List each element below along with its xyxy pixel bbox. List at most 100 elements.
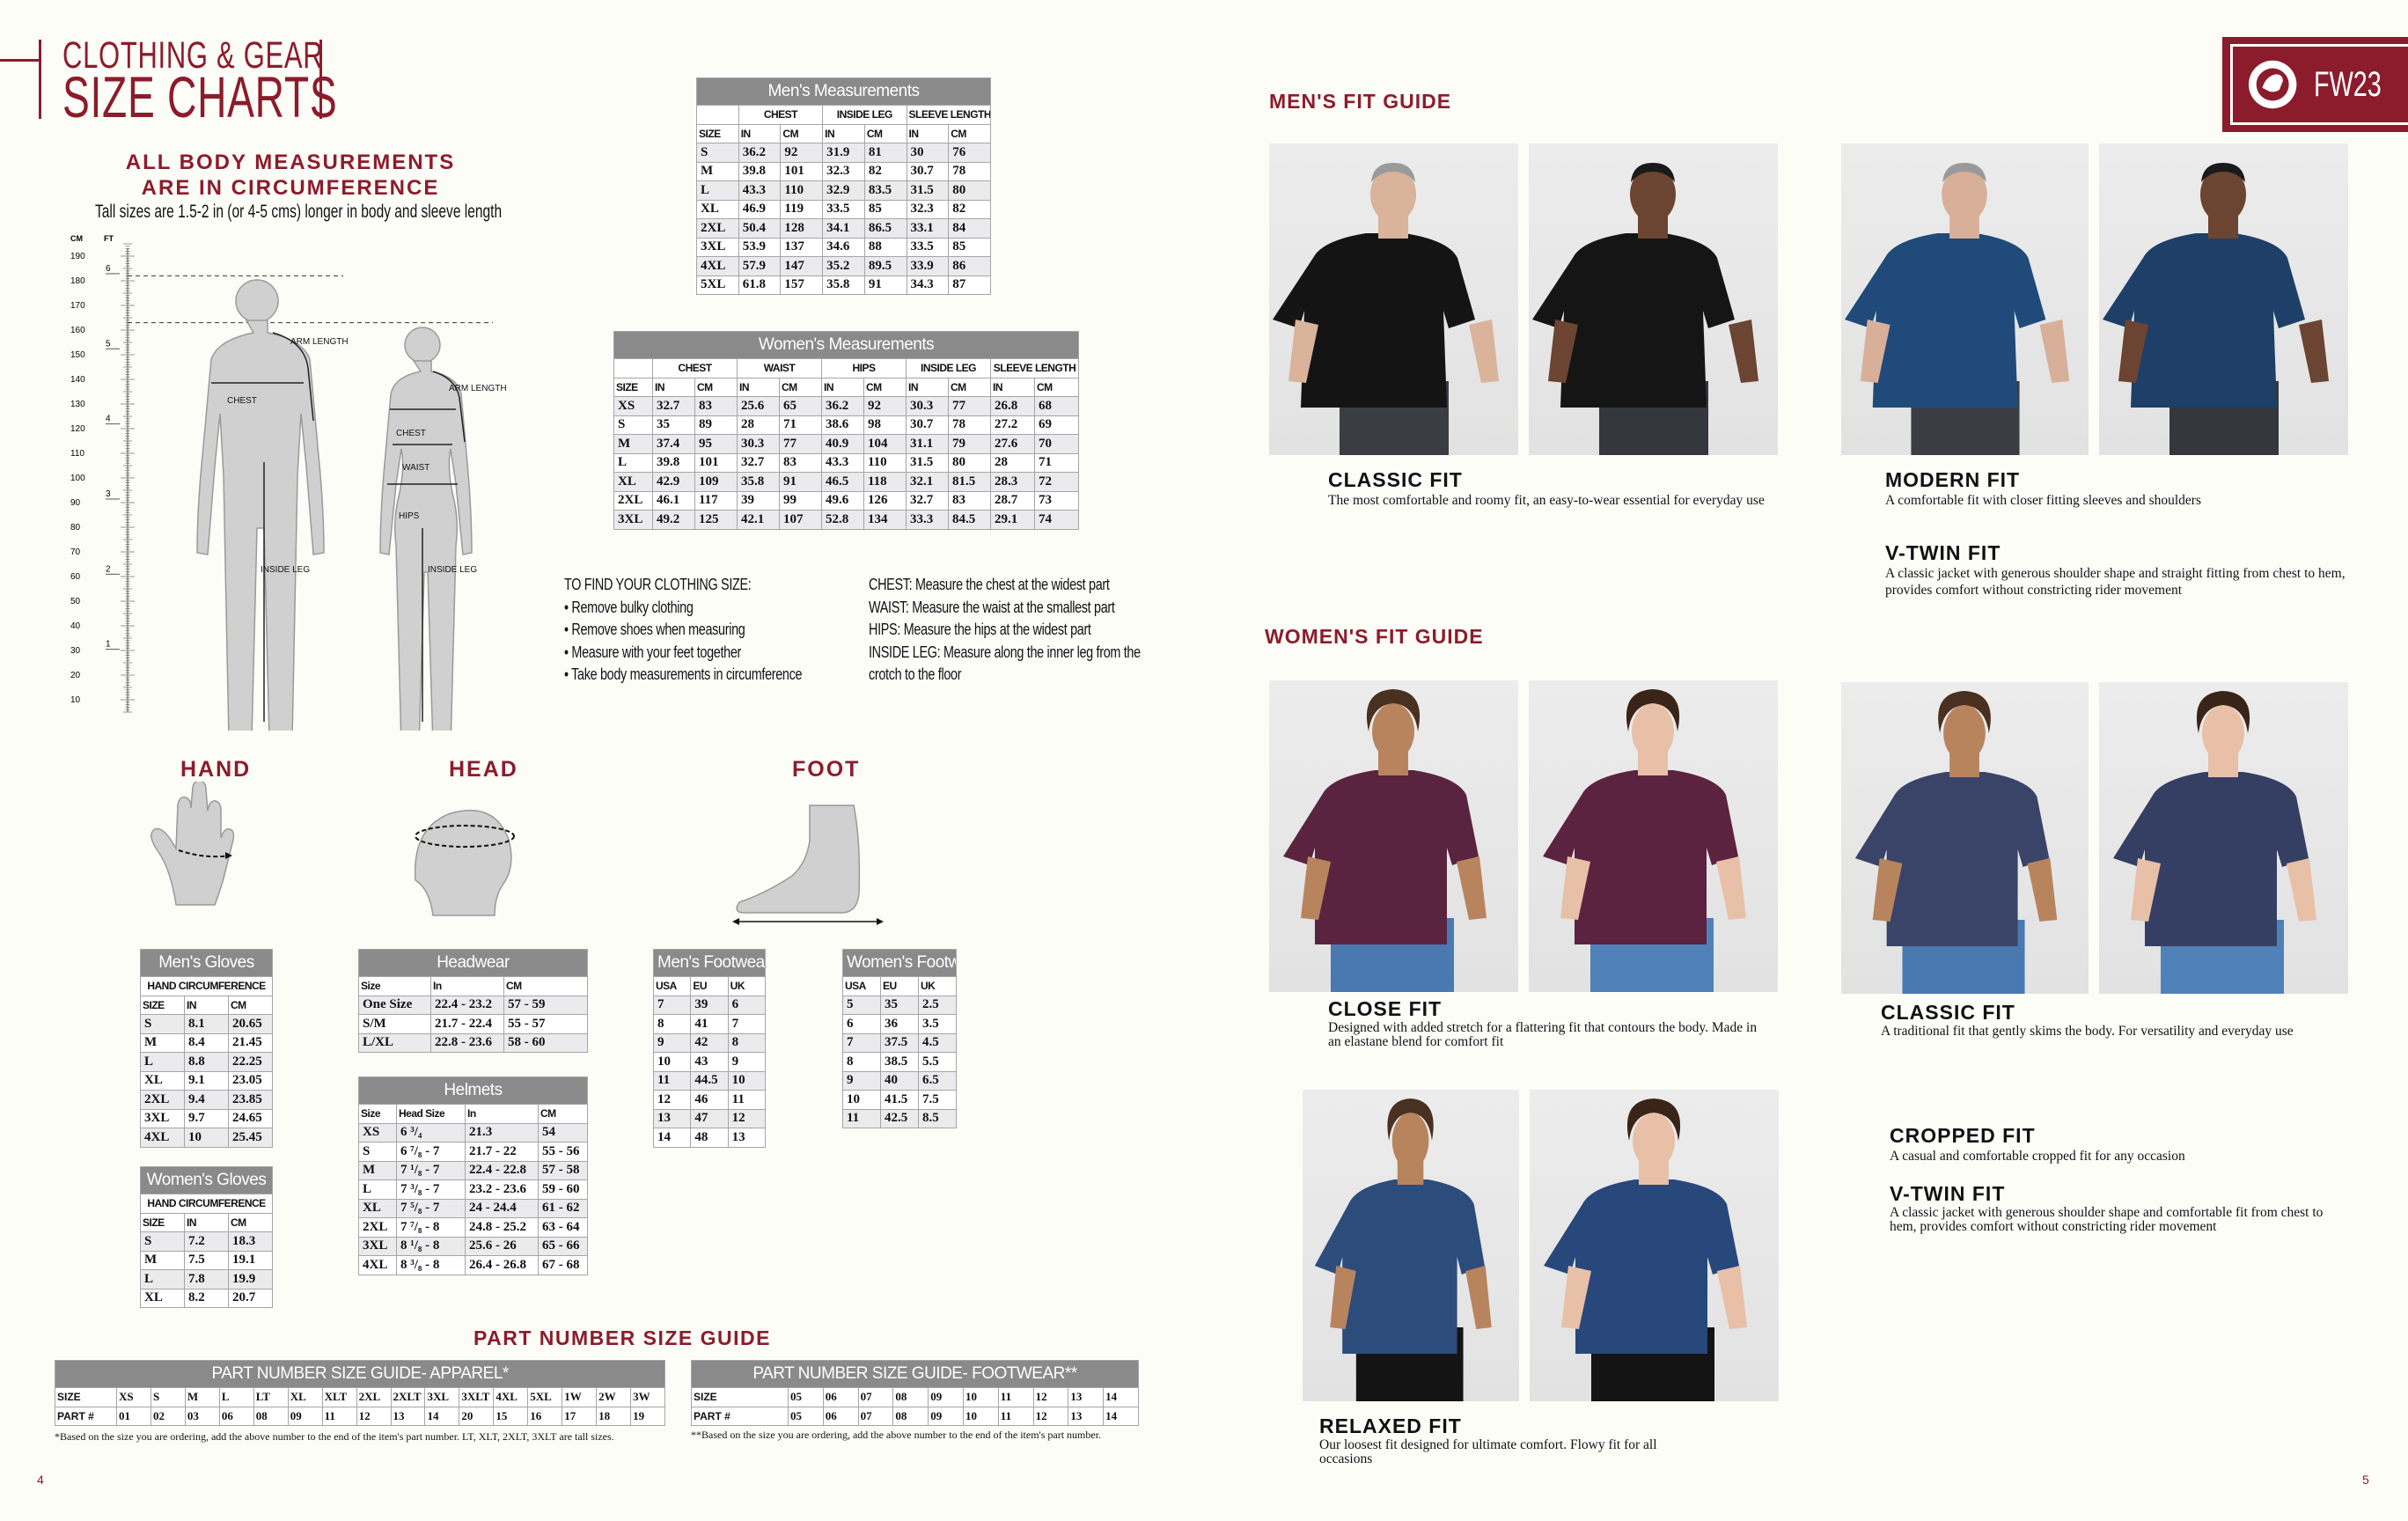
womens-fit-guide-heading: WOMEN'S FIT GUIDE bbox=[1265, 625, 1484, 648]
size-table: Men's Gloves HAND CIRCUMFERENCE SIZE IN CM S 8… bbox=[140, 949, 273, 1148]
height-ruler: CM FT190180170160150140130120110100908070… bbox=[70, 234, 493, 713]
model-figure bbox=[1283, 689, 1487, 992]
table-cell: 2XL bbox=[140, 1090, 185, 1110]
table-cell: One Size bbox=[358, 995, 431, 1015]
table-cell: 3.5 bbox=[918, 1014, 957, 1034]
page-number-left: 4 bbox=[37, 1473, 44, 1487]
table-cell: 126 bbox=[863, 490, 907, 511]
table-cell: 3XLT bbox=[459, 1387, 495, 1407]
table-cell: L/XL bbox=[358, 1032, 431, 1053]
table-cell: 24 - 24.4 bbox=[465, 1198, 539, 1218]
table-title-row: Men's Footwear bbox=[653, 949, 766, 977]
fit-cropped-women: CROPPED FIT A casual and comfortable crop… bbox=[1890, 1124, 2347, 1165]
circumference-note: ALL BODY MEASUREMENTS ARE IN CIRCUMFEREN… bbox=[114, 150, 466, 201]
table-title: Headwear bbox=[357, 949, 589, 977]
table-cell: 46.5 bbox=[821, 472, 864, 492]
table-cell: 25.6 bbox=[737, 396, 780, 416]
subheading-1: ALL BODY MEASUREMENTS bbox=[125, 151, 456, 174]
table-cell: 22.4 - 22.8 bbox=[465, 1160, 539, 1180]
table-cell: 20.65 bbox=[228, 1014, 273, 1034]
table-cell: 8.1 bbox=[184, 1014, 229, 1034]
headwear-table: Headwear Size In CM One Size 22.4 - 23.2 57 - … bbox=[357, 949, 589, 1053]
table-cell: 57 - 59 bbox=[503, 995, 589, 1015]
column-header: IN bbox=[738, 123, 782, 143]
size-table: Women's FootwearUSAEUUK5352.56363.5737.5… bbox=[842, 949, 957, 1128]
instruction-text: • Remove shoes when measuring bbox=[564, 621, 745, 638]
table-row: M 7.5 19.1 bbox=[140, 1250, 273, 1270]
fit-modern-men: MODERN FIT A comfortable fit with closer … bbox=[1885, 468, 2360, 509]
table-cell: 69 bbox=[1033, 415, 1080, 435]
table-cell: 18.3 bbox=[228, 1231, 273, 1252]
table-title: Helmets bbox=[358, 1076, 588, 1105]
table-title-row: Men's Gloves bbox=[140, 949, 273, 977]
part-apparel-note: *Based on the size you are ordering, add… bbox=[55, 1430, 614, 1443]
column-header: CM bbox=[948, 377, 991, 397]
table-row: S 35 89 28 71 38.6 98 30.7 78 27.2 69 bbox=[613, 415, 1080, 435]
table-cell: 7.8 bbox=[184, 1269, 229, 1290]
table-cell: 30 bbox=[906, 143, 950, 163]
table-cell: 4XL bbox=[696, 256, 739, 276]
table-title: Women's Gloves bbox=[140, 1166, 273, 1194]
table-cell: 128 bbox=[780, 218, 824, 239]
table-cell: 58 - 60 bbox=[503, 1032, 589, 1053]
table-cell: XS bbox=[613, 396, 653, 416]
table-cell: 1W bbox=[562, 1387, 598, 1407]
column-header: IN bbox=[906, 377, 949, 397]
table-cell: 85 bbox=[863, 199, 907, 219]
table-cell: 30.3 bbox=[737, 434, 780, 454]
column-header: CM bbox=[863, 123, 907, 143]
table-row: 6 36 3.5 bbox=[842, 1014, 957, 1034]
table-row: S 7.2 18.3 bbox=[140, 1231, 273, 1252]
ft-label: FT bbox=[104, 234, 114, 243]
table-cell: 35.8 bbox=[737, 472, 780, 492]
table-cell: 84 bbox=[948, 218, 991, 239]
table-cell: 88 bbox=[863, 237, 907, 257]
table-cell: 07 bbox=[857, 1406, 894, 1426]
table-cell: 67 - 68 bbox=[538, 1255, 588, 1275]
table-cell: 7 ³/₈ - 7 bbox=[396, 1179, 466, 1200]
table-cell: 13 bbox=[390, 1406, 426, 1426]
hand-heading: HAND bbox=[180, 757, 252, 782]
table-cell: 12 bbox=[652, 1090, 692, 1110]
table-cell: 55 - 56 bbox=[538, 1142, 588, 1162]
table-cell: 20.7 bbox=[228, 1288, 273, 1308]
table-cell: 4XL bbox=[358, 1255, 397, 1275]
table-cell: 39 bbox=[737, 490, 780, 511]
table-row: 3XL 9.7 24.65 bbox=[140, 1108, 273, 1128]
column-header: CM bbox=[538, 1104, 588, 1124]
column-header-row: USA EU UK bbox=[652, 976, 767, 996]
table-cell: XL bbox=[613, 472, 653, 492]
table-cell: M bbox=[613, 434, 653, 454]
model-figure bbox=[2103, 163, 2329, 455]
table-title: Men's Measurements bbox=[696, 77, 991, 106]
table-cell: 19.1 bbox=[228, 1250, 273, 1270]
mens-fit-guide-heading: MEN'S FIT GUIDE bbox=[1269, 90, 1452, 113]
table-cell: 24.65 bbox=[228, 1108, 273, 1128]
table-cell: 43.3 bbox=[821, 452, 864, 473]
table-cell: 83 bbox=[694, 396, 738, 416]
table-cell: 12 bbox=[1032, 1387, 1069, 1407]
instruction-bullet: • Measure with your feet together bbox=[564, 642, 863, 665]
table-cell: 3XL bbox=[140, 1108, 185, 1128]
table-title: Women's Footwear bbox=[842, 949, 957, 977]
table-cell: 32.3 bbox=[906, 199, 950, 219]
column-header: Size bbox=[358, 976, 431, 996]
table-cell: 8 bbox=[842, 1052, 881, 1072]
table-cell: 23.2 - 23.6 bbox=[465, 1179, 539, 1200]
table-row: XL 8.2 20.7 bbox=[140, 1288, 273, 1308]
table-cell: 7.5 bbox=[918, 1090, 957, 1110]
table-cell: 7 bbox=[727, 1014, 767, 1034]
cm-tick-label: 100 bbox=[70, 474, 85, 483]
table-cell: L bbox=[140, 1052, 185, 1072]
table-cell: 21.3 bbox=[465, 1122, 539, 1143]
column-header: SIZE bbox=[613, 377, 653, 397]
column-header: IN bbox=[184, 995, 229, 1015]
table-row: XL 46.9 119 33.5 85 32.3 82 bbox=[696, 199, 991, 219]
table-row: XL 9.1 23.05 bbox=[140, 1070, 273, 1091]
table-cell: 5 bbox=[842, 995, 881, 1015]
table-row: 11 44.5 10 bbox=[652, 1070, 767, 1091]
table-cell: 7 bbox=[842, 1032, 881, 1053]
table-cell: 61 - 62 bbox=[538, 1198, 588, 1218]
table-cell: 8 ³/₈ - 8 bbox=[396, 1255, 466, 1275]
